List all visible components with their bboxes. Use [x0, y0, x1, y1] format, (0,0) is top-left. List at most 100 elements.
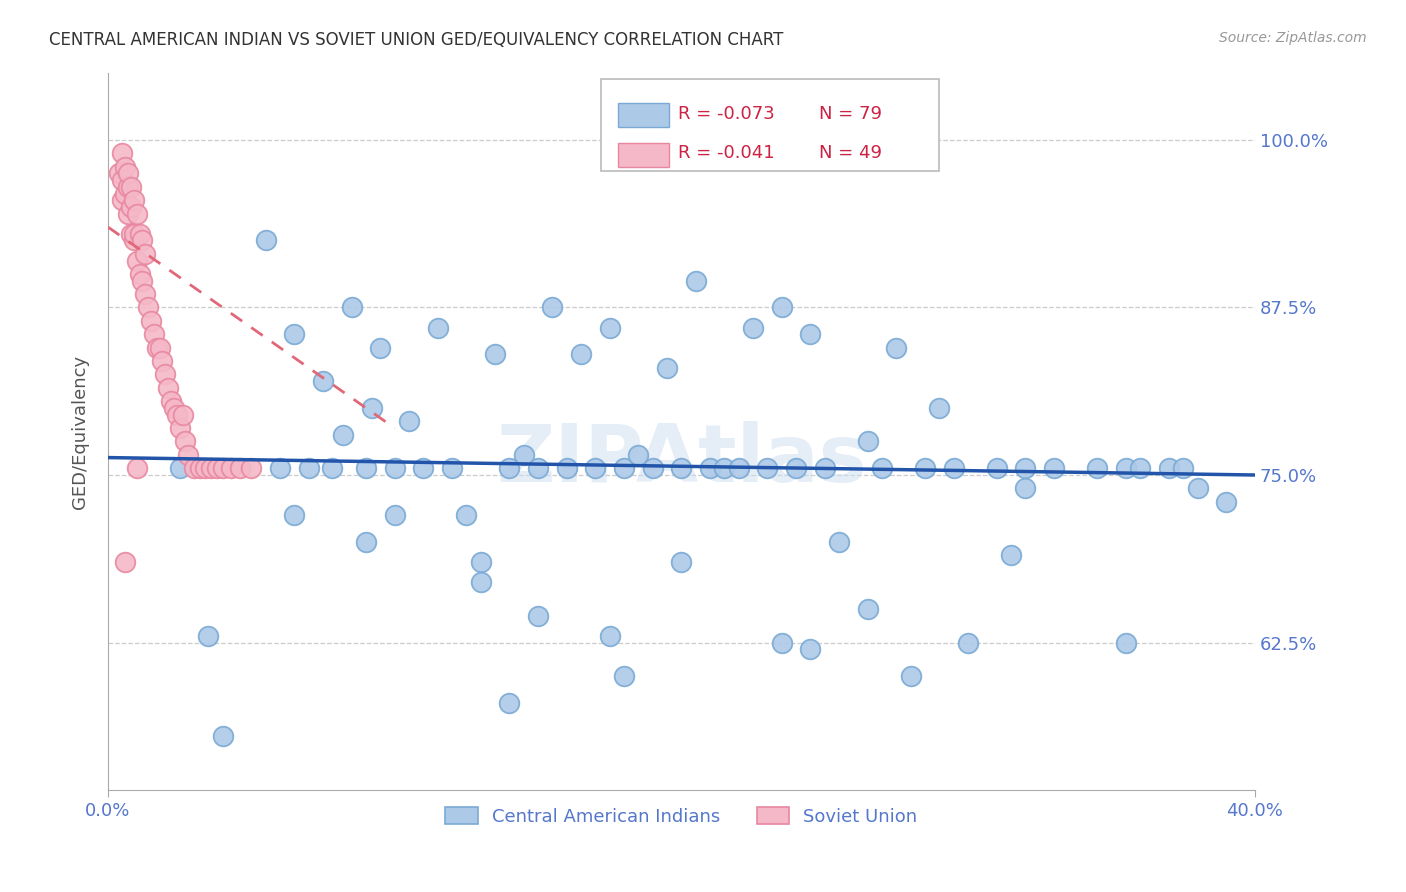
Text: N = 49: N = 49	[820, 145, 882, 162]
Point	[599, 629, 621, 643]
Point	[541, 301, 564, 315]
Point	[174, 434, 197, 449]
Point	[957, 635, 980, 649]
Point	[211, 729, 233, 743]
Point	[125, 253, 148, 268]
Point	[1014, 482, 1036, 496]
Point	[360, 401, 382, 415]
Point	[312, 374, 335, 388]
Point	[1215, 495, 1237, 509]
Point	[108, 166, 131, 180]
Point	[512, 448, 534, 462]
Point	[1085, 461, 1108, 475]
Point	[131, 234, 153, 248]
Text: CENTRAL AMERICAN INDIAN VS SOVIET UNION GED/EQUIVALENCY CORRELATION CHART: CENTRAL AMERICAN INDIAN VS SOVIET UNION …	[49, 31, 783, 49]
Point	[527, 608, 550, 623]
Point	[1173, 461, 1195, 475]
Point	[856, 434, 879, 449]
Point	[583, 461, 606, 475]
Point	[125, 207, 148, 221]
Point	[117, 207, 139, 221]
Point	[856, 602, 879, 616]
Point	[1115, 461, 1137, 475]
Point	[641, 461, 664, 475]
Point	[134, 287, 156, 301]
Point	[770, 301, 793, 315]
Point	[114, 555, 136, 569]
Point	[145, 341, 167, 355]
Point	[886, 341, 908, 355]
Point	[398, 414, 420, 428]
Point	[1014, 461, 1036, 475]
Point	[470, 555, 492, 569]
Point	[149, 341, 172, 355]
Point	[426, 320, 449, 334]
Point	[219, 461, 242, 475]
Point	[128, 227, 150, 241]
Point	[627, 448, 650, 462]
Point	[117, 180, 139, 194]
Point	[354, 461, 377, 475]
FancyBboxPatch shape	[602, 79, 939, 171]
Point	[298, 461, 321, 475]
Point	[114, 186, 136, 201]
Point	[269, 461, 291, 475]
Point	[799, 327, 821, 342]
Point	[799, 642, 821, 657]
Point	[1000, 549, 1022, 563]
Point	[928, 401, 950, 415]
FancyBboxPatch shape	[619, 143, 669, 167]
Point	[914, 461, 936, 475]
Point	[197, 629, 219, 643]
Text: ZIPAtlas: ZIPAtlas	[496, 421, 868, 500]
Point	[870, 461, 893, 475]
Point	[713, 461, 735, 475]
Text: Source: ZipAtlas.com: Source: ZipAtlas.com	[1219, 31, 1367, 45]
Point	[770, 635, 793, 649]
Point	[166, 408, 188, 422]
Point	[384, 461, 406, 475]
Point	[498, 696, 520, 710]
Point	[155, 368, 177, 382]
Point	[412, 461, 434, 475]
Point	[671, 461, 693, 475]
Point	[194, 461, 217, 475]
Point	[321, 461, 343, 475]
Point	[742, 320, 765, 334]
Point	[120, 200, 142, 214]
Point	[332, 427, 354, 442]
Point	[177, 448, 200, 462]
Point	[142, 327, 165, 342]
Point	[128, 267, 150, 281]
Point	[613, 461, 636, 475]
Point	[131, 274, 153, 288]
Point	[240, 461, 263, 475]
Point	[139, 314, 162, 328]
Point	[111, 146, 134, 161]
Point	[942, 461, 965, 475]
Legend: Central American Indians, Soviet Union: Central American Indians, Soviet Union	[436, 797, 927, 835]
Point	[671, 555, 693, 569]
Point	[205, 461, 228, 475]
Point	[229, 461, 252, 475]
Point	[120, 180, 142, 194]
Point	[169, 421, 191, 435]
Point	[122, 194, 145, 208]
Point	[655, 360, 678, 375]
Text: R = -0.073: R = -0.073	[678, 104, 775, 123]
FancyBboxPatch shape	[619, 103, 669, 128]
Point	[555, 461, 578, 475]
Point	[613, 669, 636, 683]
Point	[111, 194, 134, 208]
Point	[569, 347, 592, 361]
Point	[699, 461, 721, 475]
Point	[188, 461, 211, 475]
Point	[785, 461, 807, 475]
Point	[283, 327, 305, 342]
Point	[456, 508, 478, 523]
Point	[136, 301, 159, 315]
Point	[120, 227, 142, 241]
Point	[163, 401, 186, 415]
Point	[498, 461, 520, 475]
Point	[122, 234, 145, 248]
